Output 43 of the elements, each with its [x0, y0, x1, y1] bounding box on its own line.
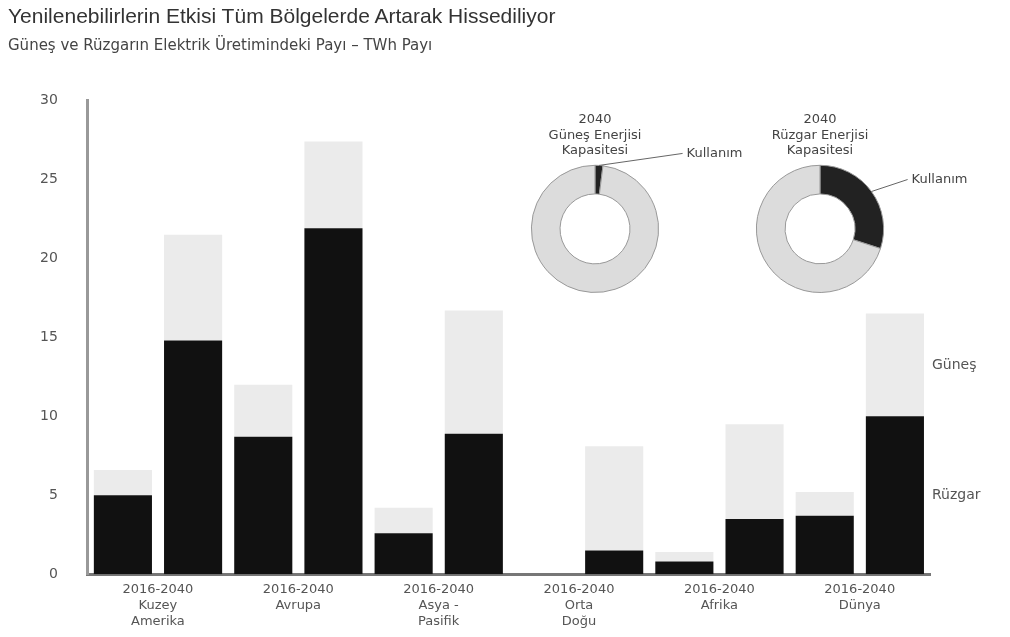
- bar: [164, 340, 223, 575]
- y-tick-label: 5: [48, 485, 58, 502]
- bar: [865, 416, 924, 575]
- bar: [304, 141, 363, 229]
- bar: [725, 518, 784, 575]
- bar: [444, 310, 503, 434]
- bar: [93, 469, 152, 496]
- chart-title: 2040 Güneş Enerjisi Kapasitesi: [548, 111, 642, 158]
- chart-title: 2040 Rüzgar Enerjisi Kapasitesi: [771, 111, 869, 158]
- x-tick-label: 2016-2040 Afrika: [683, 581, 755, 612]
- bar: [725, 424, 784, 519]
- y-tick-label: 0: [48, 564, 58, 581]
- series-label: Güneş: [931, 355, 977, 372]
- bar: [655, 552, 714, 562]
- y-tick-label: 15: [39, 327, 58, 344]
- bar: [795, 492, 854, 516]
- slice-label: Kullanım: [911, 170, 968, 186]
- bar: [374, 533, 433, 575]
- bar: [585, 550, 644, 575]
- bar: [164, 234, 223, 341]
- bar: [374, 507, 433, 534]
- x-tick-label: 2016-2040 Kuzey Amerika: [122, 581, 194, 628]
- x-tick-label: 2016-2040 Avrupa: [262, 581, 334, 612]
- bar: [795, 515, 854, 575]
- bar: [585, 446, 644, 551]
- y-tick-label: 20: [39, 248, 58, 265]
- x-tick-label: 2016-2040 Dünya: [824, 581, 896, 612]
- bar: [444, 433, 503, 575]
- bar: [234, 436, 293, 575]
- y-tick-label: 25: [39, 170, 58, 187]
- bar: [234, 384, 293, 437]
- y-tick-label: 30: [39, 91, 58, 108]
- x-tick-label: 2016-2040 Asya - Pasifik: [403, 581, 475, 628]
- bar: [304, 228, 363, 575]
- series-label: Rüzgar: [931, 485, 981, 502]
- chart-title: Yenilenebilirlerin Etkisi Tüm Bölgelerde Artarak Hissediliyor: [8, 4, 556, 28]
- chart-subtitle: Güneş ve Rüzgarın Elektrik Üretimindeki Payı – TWh Payı: [8, 36, 433, 54]
- y-tick-label: 10: [39, 406, 58, 423]
- slice-label: Kullanım: [686, 144, 743, 160]
- bar: [655, 561, 714, 575]
- bar: [865, 313, 924, 417]
- x-tick-label: 2016-2040 Orta Doğu: [543, 581, 615, 628]
- bar: [93, 495, 152, 575]
